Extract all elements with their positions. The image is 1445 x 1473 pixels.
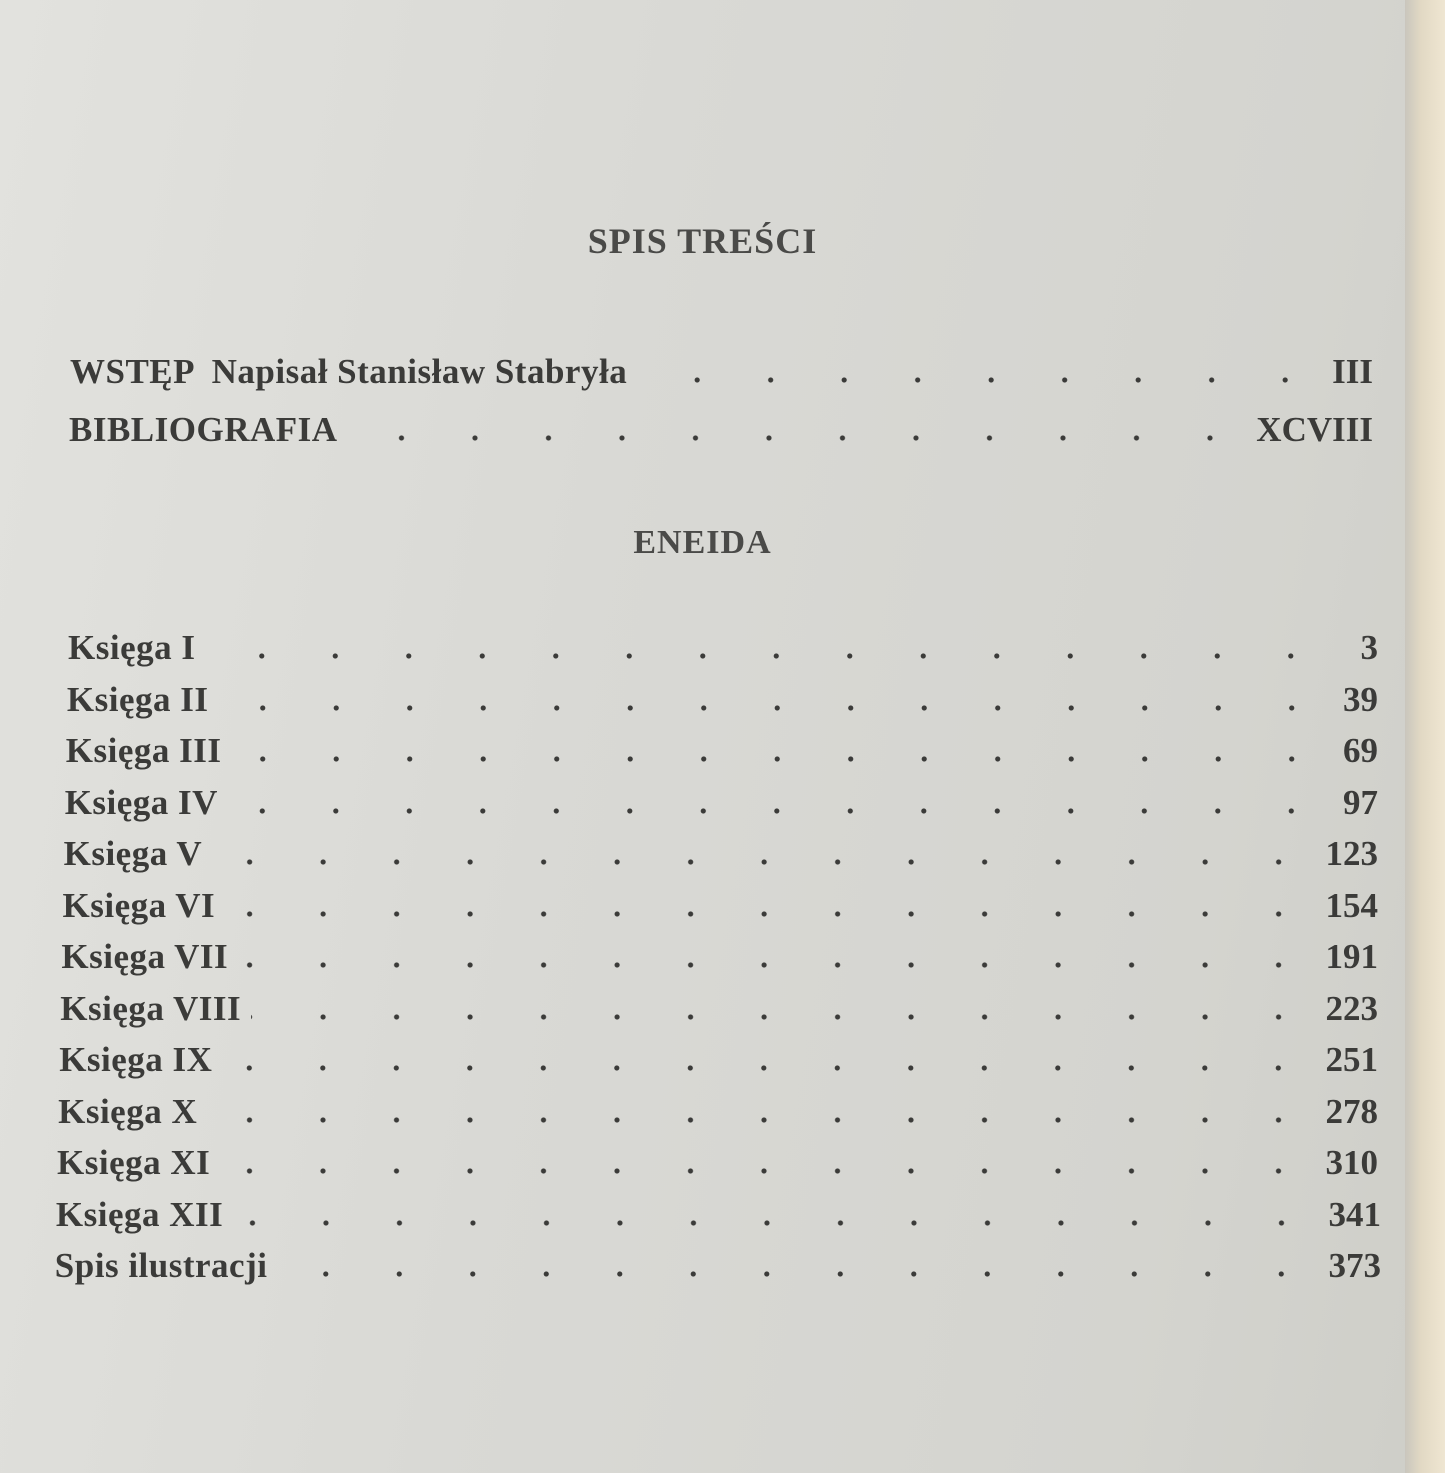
- toc-entry: Księga I 3: [68, 628, 1378, 668]
- dot-leader: [251, 1013, 1316, 1020]
- toc-entry: Księga VII 191: [61, 937, 1378, 977]
- toc-entry-label: Księga XII: [55, 1194, 224, 1234]
- toc-entry: Spis ilustracji 373: [55, 1246, 1381, 1286]
- toc-entry: Księga IX 251: [59, 1040, 1378, 1080]
- toc-entry-page: 251: [1325, 1040, 1378, 1079]
- dot-leader: [212, 859, 1316, 865]
- toc-entry: BIBLIOGRAFIA XCVIII: [69, 410, 1373, 450]
- dot-leader: [222, 1065, 1316, 1071]
- toc-entry-page: 154: [1325, 885, 1379, 925]
- toc-entry-label: Spis ilustracji: [54, 1246, 268, 1285]
- toc-entry-label: WSTĘP Napisał Stanisław Stabryła: [70, 352, 628, 391]
- toc-entry-label: Księga III: [65, 731, 222, 770]
- toc-entry-page: 39: [1342, 679, 1378, 719]
- toc-entry-label: Księga X: [58, 1091, 198, 1131]
- toc-entry: Księga II 39: [67, 680, 1378, 720]
- dot-leader: [347, 435, 1247, 441]
- dot-leader: [207, 1116, 1316, 1123]
- toc-entry-page: 123: [1325, 834, 1378, 873]
- toc-entry: Księga III 69: [66, 731, 1378, 771]
- toc-entry: Księga XI 310: [57, 1143, 1378, 1183]
- toc-entry-label: Księga IV: [64, 782, 218, 822]
- toc-entry-page: 310: [1325, 1143, 1379, 1182]
- dot-leader: [238, 962, 1316, 968]
- dot-leader: [637, 377, 1323, 383]
- toc-entry: Księga XII 341: [56, 1195, 1381, 1235]
- toc-entry-page: 69: [1342, 731, 1378, 770]
- page-title: SPIS TREŚCI: [587, 221, 818, 261]
- toc-entry: Księga V 123: [64, 834, 1378, 874]
- toc-entry: Księga IV 97: [65, 783, 1378, 823]
- dot-leader: [205, 653, 1328, 659]
- toc-entry-label: Księga II: [66, 679, 209, 719]
- toc-entry-label: Księga XI: [57, 1143, 211, 1182]
- dot-leader: [225, 910, 1316, 917]
- toc-entry-page: 223: [1325, 988, 1378, 1028]
- toc-entry-page: 97: [1342, 782, 1378, 822]
- toc-entry-page: 373: [1328, 1246, 1381, 1285]
- dot-leader: [220, 1168, 1316, 1174]
- toc-entry-page: 278: [1325, 1091, 1378, 1131]
- toc-entry-page: 191: [1325, 937, 1378, 976]
- toc-entry: Księga VIII 223: [60, 989, 1378, 1029]
- toc-entry-page: 3: [1360, 628, 1379, 667]
- toc-entry-label: Księga I: [68, 628, 196, 667]
- dot-leader: [227, 807, 1328, 814]
- page-edge: [1405, 0, 1445, 1473]
- toc-entry-label: Księga VI: [62, 885, 216, 925]
- toc-entry-label: BIBLIOGRAFIA: [69, 410, 338, 449]
- toc-entry-label: Księga VIII: [60, 988, 242, 1028]
- toc-entry-page: III: [1332, 352, 1373, 391]
- dot-leader: [233, 1219, 1319, 1226]
- toc-entry-label: Księga IX: [59, 1040, 213, 1079]
- toc-entry-label: Księga VII: [61, 937, 229, 976]
- section-title: ENEIDA: [633, 524, 772, 561]
- toc-entry-page: XCVIII: [1256, 410, 1373, 449]
- toc-entry-label: Księga V: [63, 834, 203, 873]
- toc-entry: WSTĘP Napisał Stanisław Stabryła III: [70, 352, 1373, 392]
- toc-entry: Księga X 278: [58, 1092, 1378, 1132]
- dot-leader: [277, 1271, 1319, 1277]
- toc-entry-page: 341: [1328, 1194, 1381, 1234]
- dot-leader: [218, 704, 1328, 711]
- toc-entry: Księga VI 154: [63, 886, 1379, 926]
- dot-leader: [231, 756, 1328, 762]
